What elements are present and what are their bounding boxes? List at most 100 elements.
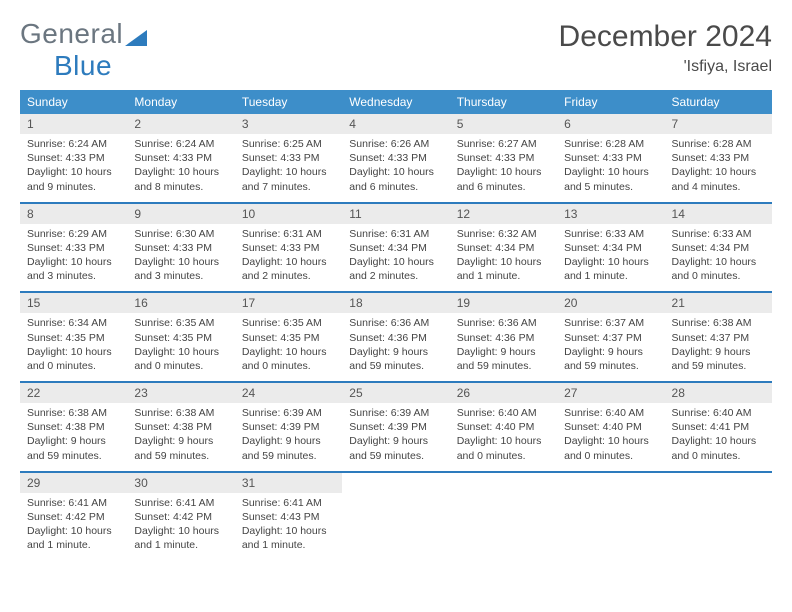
info-cell: Sunrise: 6:39 AMSunset: 4:39 PMDaylight:… [342, 403, 449, 472]
daylight-text: Daylight: 10 hours [27, 524, 120, 538]
info-cell: Sunrise: 6:35 AMSunset: 4:35 PMDaylight:… [127, 313, 234, 382]
sunrise-text: Sunrise: 6:41 AM [27, 496, 120, 510]
date-cell [665, 473, 772, 493]
date-cell: 6 [557, 114, 664, 134]
sunset-text: Sunset: 4:33 PM [564, 151, 657, 165]
info-cell: Sunrise: 6:41 AMSunset: 4:43 PMDaylight:… [235, 493, 342, 561]
date-row: 1234567 [20, 114, 772, 134]
daylight-text: Daylight: 10 hours [564, 165, 657, 179]
info-cell: Sunrise: 6:39 AMSunset: 4:39 PMDaylight:… [235, 403, 342, 472]
daylight-text: and 0 minutes. [457, 449, 550, 463]
info-cell: Sunrise: 6:35 AMSunset: 4:35 PMDaylight:… [235, 313, 342, 382]
sunset-text: Sunset: 4:36 PM [457, 331, 550, 345]
logo-blue: Blue [54, 50, 112, 81]
daylight-text: and 9 minutes. [27, 180, 120, 194]
info-cell: Sunrise: 6:31 AMSunset: 4:34 PMDaylight:… [342, 224, 449, 293]
sunset-text: Sunset: 4:37 PM [564, 331, 657, 345]
info-cell: Sunrise: 6:40 AMSunset: 4:40 PMDaylight:… [557, 403, 664, 472]
day-header: Wednesday [342, 90, 449, 114]
date-cell: 20 [557, 293, 664, 313]
date-cell: 30 [127, 473, 234, 493]
info-row: Sunrise: 6:24 AMSunset: 4:33 PMDaylight:… [20, 134, 772, 203]
date-cell: 19 [450, 293, 557, 313]
info-row: Sunrise: 6:41 AMSunset: 4:42 PMDaylight:… [20, 493, 772, 561]
sunset-text: Sunset: 4:33 PM [349, 151, 442, 165]
daylight-text: and 1 minute. [27, 538, 120, 552]
daylight-text: Daylight: 10 hours [134, 345, 227, 359]
logo: General Blue [20, 18, 147, 82]
date-cell: 22 [20, 383, 127, 403]
daylight-text: and 4 minutes. [672, 180, 765, 194]
sunrise-text: Sunrise: 6:37 AM [564, 316, 657, 330]
sunset-text: Sunset: 4:35 PM [134, 331, 227, 345]
daylight-text: and 0 minutes. [672, 269, 765, 283]
sunset-text: Sunset: 4:33 PM [27, 151, 120, 165]
day-header: Friday [557, 90, 664, 114]
info-cell: Sunrise: 6:38 AMSunset: 4:38 PMDaylight:… [127, 403, 234, 472]
info-cell: Sunrise: 6:32 AMSunset: 4:34 PMDaylight:… [450, 224, 557, 293]
sunset-text: Sunset: 4:33 PM [242, 241, 335, 255]
daylight-text: and 1 minute. [564, 269, 657, 283]
daylight-text: and 7 minutes. [242, 180, 335, 194]
date-cell: 14 [665, 204, 772, 224]
date-cell: 3 [235, 114, 342, 134]
date-cell: 15 [20, 293, 127, 313]
date-cell: 27 [557, 383, 664, 403]
info-cell: Sunrise: 6:25 AMSunset: 4:33 PMDaylight:… [235, 134, 342, 203]
daylight-text: and 1 minute. [457, 269, 550, 283]
sunrise-text: Sunrise: 6:41 AM [242, 496, 335, 510]
info-cell: Sunrise: 6:28 AMSunset: 4:33 PMDaylight:… [557, 134, 664, 203]
info-cell: Sunrise: 6:41 AMSunset: 4:42 PMDaylight:… [20, 493, 127, 561]
info-cell: Sunrise: 6:40 AMSunset: 4:41 PMDaylight:… [665, 403, 772, 472]
sunset-text: Sunset: 4:39 PM [349, 420, 442, 434]
daylight-text: Daylight: 10 hours [134, 524, 227, 538]
daylight-text: Daylight: 9 hours [457, 345, 550, 359]
date-cell: 11 [342, 204, 449, 224]
date-cell: 16 [127, 293, 234, 313]
date-cell: 1 [20, 114, 127, 134]
daylight-text: and 0 minutes. [242, 359, 335, 373]
daylight-text: and 59 minutes. [564, 359, 657, 373]
daylight-text: Daylight: 10 hours [27, 165, 120, 179]
date-cell: 18 [342, 293, 449, 313]
sunset-text: Sunset: 4:34 PM [564, 241, 657, 255]
day-header: Tuesday [235, 90, 342, 114]
sunrise-text: Sunrise: 6:33 AM [564, 227, 657, 241]
date-cell: 23 [127, 383, 234, 403]
sunset-text: Sunset: 4:35 PM [242, 331, 335, 345]
sunrise-text: Sunrise: 6:41 AM [134, 496, 227, 510]
logo-general: General [20, 18, 123, 49]
sunset-text: Sunset: 4:38 PM [134, 420, 227, 434]
sunset-text: Sunset: 4:33 PM [134, 241, 227, 255]
sunset-text: Sunset: 4:41 PM [672, 420, 765, 434]
info-cell [342, 493, 449, 561]
sunrise-text: Sunrise: 6:39 AM [242, 406, 335, 420]
info-cell: Sunrise: 6:27 AMSunset: 4:33 PMDaylight:… [450, 134, 557, 203]
sunset-text: Sunset: 4:36 PM [349, 331, 442, 345]
sunrise-text: Sunrise: 6:27 AM [457, 137, 550, 151]
sunrise-text: Sunrise: 6:35 AM [134, 316, 227, 330]
sunrise-text: Sunrise: 6:38 AM [672, 316, 765, 330]
title-block: December 2024 'Isfiya, Israel [559, 20, 772, 76]
daylight-text: and 1 minute. [242, 538, 335, 552]
sunset-text: Sunset: 4:33 PM [242, 151, 335, 165]
daylight-text: Daylight: 10 hours [349, 255, 442, 269]
daylight-text: and 5 minutes. [564, 180, 657, 194]
daylight-text: Daylight: 10 hours [349, 165, 442, 179]
sunrise-text: Sunrise: 6:31 AM [349, 227, 442, 241]
date-cell: 28 [665, 383, 772, 403]
daylight-text: Daylight: 10 hours [564, 255, 657, 269]
sunrise-text: Sunrise: 6:33 AM [672, 227, 765, 241]
info-cell [557, 493, 664, 561]
sunrise-text: Sunrise: 6:28 AM [672, 137, 765, 151]
sunset-text: Sunset: 4:33 PM [27, 241, 120, 255]
daylight-text: and 2 minutes. [242, 269, 335, 283]
info-cell: Sunrise: 6:38 AMSunset: 4:38 PMDaylight:… [20, 403, 127, 472]
sunrise-text: Sunrise: 6:28 AM [564, 137, 657, 151]
info-row: Sunrise: 6:34 AMSunset: 4:35 PMDaylight:… [20, 313, 772, 382]
info-cell [665, 493, 772, 561]
daylight-text: and 0 minutes. [672, 449, 765, 463]
logo-triangle-icon [125, 28, 147, 46]
daylight-text: and 6 minutes. [457, 180, 550, 194]
info-cell: Sunrise: 6:29 AMSunset: 4:33 PMDaylight:… [20, 224, 127, 293]
